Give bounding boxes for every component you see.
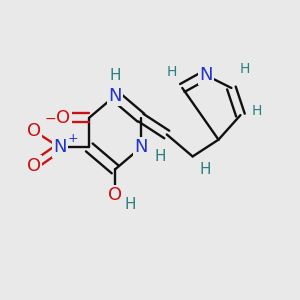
Text: H: H (125, 197, 136, 212)
Text: +: + (67, 132, 78, 145)
Text: N: N (134, 138, 148, 156)
Text: O: O (56, 109, 70, 127)
Text: H: H (154, 149, 166, 164)
Text: O: O (108, 186, 122, 204)
Text: N: N (199, 66, 212, 84)
Text: H: H (110, 68, 121, 82)
Text: −: − (45, 112, 56, 126)
Text: N: N (108, 87, 122, 105)
Text: O: O (27, 157, 41, 175)
Text: H: H (239, 61, 250, 76)
Text: H: H (167, 65, 177, 80)
Text: H: H (200, 162, 211, 177)
Text: O: O (27, 122, 41, 140)
Text: H: H (252, 104, 262, 118)
Text: N: N (53, 138, 66, 156)
